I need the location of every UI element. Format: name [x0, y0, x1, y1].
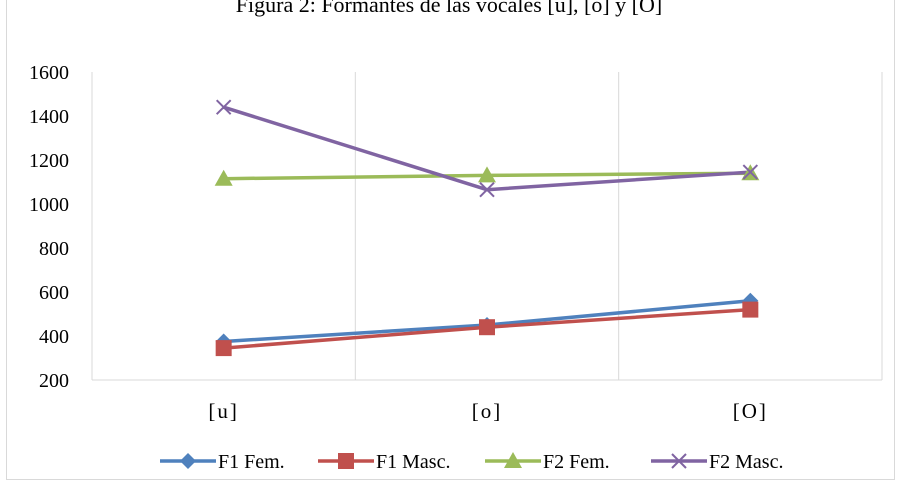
legend-item: F2 Fem.	[485, 451, 610, 473]
legend-marker	[180, 453, 196, 469]
data-point	[215, 340, 232, 357]
data-point	[479, 181, 495, 198]
x-tick-label: [o]	[472, 399, 503, 423]
legend-marker	[504, 452, 522, 468]
y-tick-labels: 200 400 600 800 1000 1200 1400 1600	[29, 62, 69, 392]
y-tick-label: 1000	[29, 194, 69, 216]
grid-lines	[91, 72, 883, 380]
legend-label: F1 Fem.	[218, 451, 285, 473]
y-tick-label: 1600	[29, 62, 69, 84]
y-tick-label: 1200	[29, 150, 69, 172]
chart-frame	[6, 0, 895, 480]
x-tick-labels: [u] [o] [O]	[208, 399, 768, 423]
legend-label: F2 Fem.	[543, 451, 610, 473]
data-point	[742, 164, 759, 180]
marker-stroke	[479, 181, 495, 198]
chart-title: Figura 2: Formantes de las vocales [u], …	[236, 0, 662, 17]
series-markers	[214, 99, 760, 357]
data-point	[479, 319, 495, 336]
x-tick-label: [u]	[208, 399, 239, 423]
legend-label: F1 Masc.	[376, 451, 450, 473]
y-tick-label: 400	[39, 326, 69, 348]
legend-marker	[671, 453, 687, 469]
legend-item: F1 Masc.	[318, 451, 450, 473]
legend-label: F2 Masc.	[709, 451, 783, 473]
y-tick-label: 1400	[29, 106, 69, 128]
x-tick-label: [O]	[733, 399, 768, 423]
data-point	[742, 301, 759, 318]
legend-item: F2 Masc.	[651, 451, 783, 473]
y-tick-label: 200	[39, 370, 69, 392]
marker-stroke	[671, 453, 687, 469]
data-point	[214, 169, 233, 186]
data-point	[478, 166, 496, 183]
y-tick-label: 800	[39, 238, 69, 260]
legend-item: F1 Fem.	[160, 451, 285, 473]
y-tick-label: 600	[39, 282, 69, 304]
marker-stroke	[215, 99, 232, 115]
legend-marker	[338, 453, 354, 469]
data-point	[215, 99, 232, 115]
legend: F1 Fem. F1 Masc. F2 Fem. F2 Masc.	[160, 451, 783, 473]
marker-stroke	[742, 164, 759, 180]
series-lines	[223, 105, 751, 350]
